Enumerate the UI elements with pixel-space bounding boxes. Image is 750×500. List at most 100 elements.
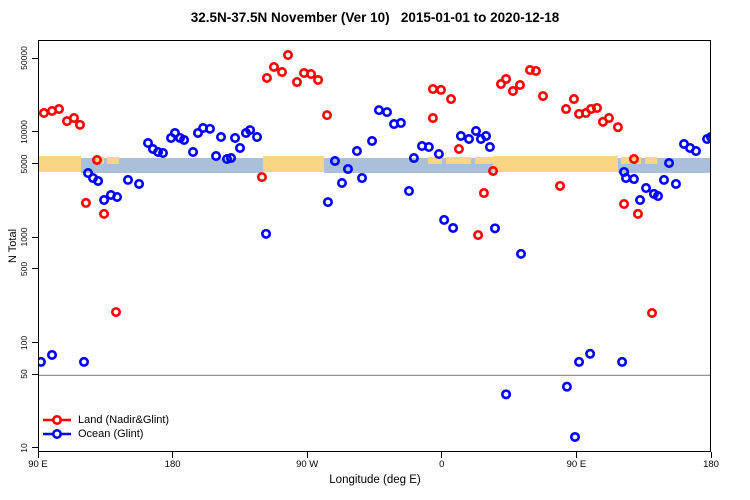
data-point-land [612,122,623,133]
data-point-ocean [404,186,415,197]
y-tick [32,131,38,133]
data-point-land [283,49,294,60]
y-tick-label: 50 [19,369,29,380]
data-point-ocean [628,174,639,185]
legend-label-ocean: Ocean (Glint) [78,428,144,440]
data-point-ocean [670,178,681,189]
data-point-land [261,72,272,83]
data-point-ocean [93,175,104,186]
data-point-ocean [211,151,222,162]
y-tick-label: 10 [19,443,29,453]
data-point-ocean [484,141,495,152]
strip-land-patch [445,157,472,164]
data-point-ocean [561,381,572,392]
data-point-land [74,119,85,130]
data-point-ocean [192,127,203,138]
data-point-ocean [516,248,527,259]
y-tick [32,57,38,59]
data-point-land [619,199,630,210]
y-tick-label: 5000 [19,154,29,173]
data-point-ocean [336,177,347,188]
data-point-ocean [705,132,710,142]
data-point-ocean [395,117,406,128]
data-point-ocean [245,125,256,136]
legend-item-land: Land (Nadir&Glint) [42,413,169,427]
data-point-land [488,165,499,176]
legend: Land (Nadir&Glint) Ocean (Glint) [42,413,169,441]
data-point-land [436,84,447,95]
legend-label-land: Land (Nadir&Glint) [78,414,170,426]
data-point-ocean [574,356,585,367]
x-tick [710,452,712,458]
data-point-land [427,113,438,124]
data-point-land [555,180,566,191]
data-point-land [306,69,317,80]
data-point-ocean [112,191,123,202]
x-tick-label: 180 [703,459,719,470]
y-tick [32,342,38,344]
data-point-ocean [230,132,241,143]
data-point-ocean [653,191,664,202]
data-point-ocean [153,147,164,158]
data-point-ocean [664,157,675,168]
data-point-ocean [322,197,333,208]
data-point-ocean [463,133,474,144]
ocean-marker-icon [43,428,71,440]
data-point-ocean [235,142,246,153]
data-point-land [54,104,65,115]
y-axis-label: N Total [7,228,19,264]
data-point-ocean [351,146,362,157]
y-tick-label: 1000 [19,227,29,247]
data-point-land [647,308,658,319]
data-point-land [603,113,614,124]
data-point-ocean [382,107,393,118]
data-point-land [80,197,91,208]
y-tick-label: 50000 [19,46,29,70]
data-point-ocean [169,127,180,138]
x-tick-label: 0 [439,459,445,470]
plot-area [38,40,711,452]
data-point-ocean [188,147,199,158]
data-point-land [561,104,572,115]
y-tick [32,373,38,375]
data-point-ocean [122,174,133,185]
land-marker-icon [43,414,71,426]
data-point-land [507,86,518,97]
data-point-land [111,307,122,318]
x-tick-label: 180 [164,459,181,470]
strip-land-patch [427,157,443,164]
data-point-ocean [433,149,444,160]
chart-title: 32.5N-37.5N November (Ver 10) 2015-01-01… [190,10,560,25]
data-point-land [68,113,79,124]
data-point-ocean [134,178,145,189]
y-tick [32,447,38,449]
data-point-ocean [617,356,628,367]
data-point-land [39,108,49,119]
x-tick-label: 90 W [296,459,319,470]
data-point-ocean [690,146,701,157]
strip-ocean-segment [81,158,264,173]
data-point-land [538,91,549,102]
data-point-land [591,102,602,113]
data-point-ocean [226,153,237,164]
data-point-land [277,67,288,78]
data-point-ocean [373,105,384,116]
strip-land-patch [645,157,658,164]
data-point-ocean [357,173,368,184]
data-point-ocean [342,164,353,175]
data-point-ocean [179,134,190,145]
data-point-ocean [216,131,227,142]
data-point-ocean [329,155,340,166]
data-point-land [92,154,103,165]
x-tick [306,452,308,458]
data-point-ocean [261,228,272,239]
data-point-ocean [455,131,466,142]
data-point-ocean [79,356,90,367]
y-tick [32,236,38,238]
strip-land-segment [493,156,618,172]
scatter-plot [39,49,710,442]
data-point-land [322,110,333,121]
data-point-ocean [448,222,459,233]
data-point-ocean [585,348,596,359]
